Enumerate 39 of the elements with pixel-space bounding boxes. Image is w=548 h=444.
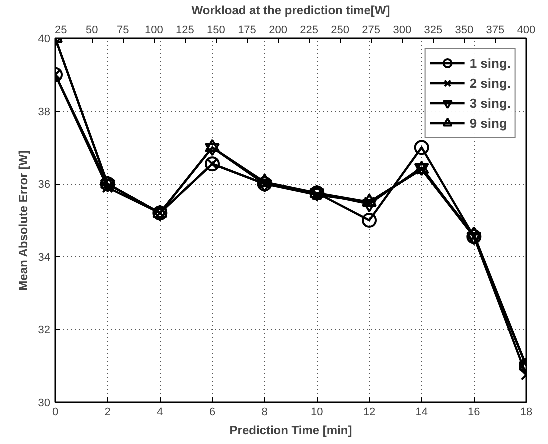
x-tick-label: 6	[209, 406, 216, 418]
x-tick-label: 4	[157, 406, 164, 418]
y-tick-label: 34	[38, 252, 51, 264]
x-tick-label: 8	[262, 406, 268, 418]
x2-tick-label: 50	[86, 24, 98, 36]
x2-tick-label: 250	[331, 24, 350, 36]
y-tick-label: 30	[38, 398, 51, 410]
x2-tick-label: 25	[54, 24, 68, 36]
x2-tick-label: 300	[393, 24, 412, 36]
x2-tick-label: 225	[300, 24, 318, 36]
legend-label: 3 sing.	[470, 96, 511, 110]
x-tick-label: 18	[520, 406, 533, 418]
x2-tick-label: 275	[362, 24, 381, 36]
y-tick-label: 38	[38, 106, 51, 118]
y-tick-label: 36	[38, 179, 51, 192]
x2-tick-label: 175	[238, 24, 256, 36]
x-tick-label: 2	[104, 406, 111, 418]
x2-tick-label: 125	[176, 24, 194, 36]
y-tick-label: 40	[38, 34, 51, 46]
x-tick-label: 16	[468, 406, 480, 418]
x-axis-title: Prediction Time [min]	[230, 424, 352, 438]
legend-label: 9 sing	[470, 116, 508, 130]
legend-label: 2 sing.	[470, 76, 511, 90]
x-tick-label: 12	[363, 406, 376, 418]
x2-tick-label: 375	[486, 24, 505, 36]
x2-tick-label: 400	[517, 24, 536, 36]
y-tick-label: 32	[38, 324, 51, 337]
y-axis-title: Mean Absolute Error [W]	[16, 150, 30, 291]
x-tick-label: 0	[52, 406, 59, 418]
x-tick-label: 14	[416, 406, 428, 418]
x-tick-label: 10	[311, 406, 324, 418]
x2-tick-label: 75	[117, 24, 130, 36]
legend-label: 1 sing.	[470, 56, 511, 70]
x2-tick-label: 325	[424, 24, 443, 36]
x2-tick-label: 200	[269, 24, 288, 36]
x2-axis-title: Workload at the prediction time[W]	[192, 4, 390, 18]
x2-tick-label: 100	[144, 24, 164, 36]
x2-tick-label: 350	[455, 24, 474, 36]
x2-tick-label: 150	[207, 24, 226, 36]
